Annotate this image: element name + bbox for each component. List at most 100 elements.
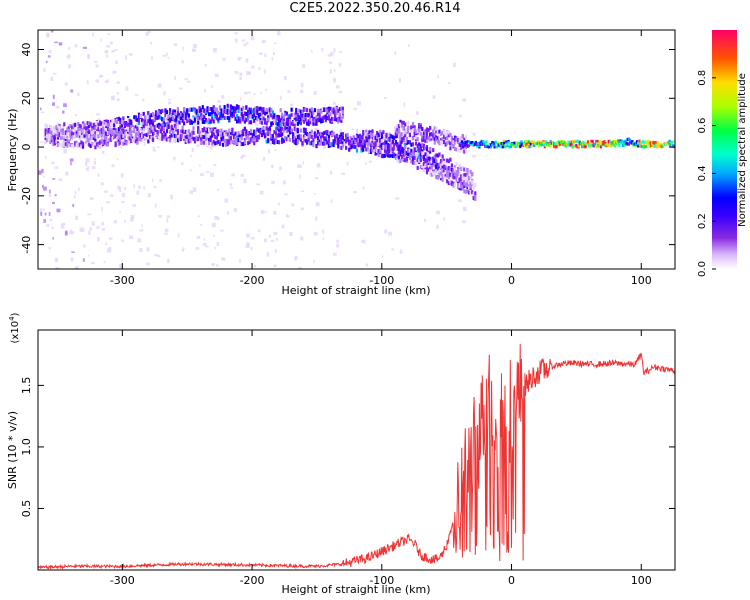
spectrogram-ridge-cell bbox=[329, 142, 332, 147]
spectrogram-ridge-cell bbox=[669, 144, 672, 148]
spectrogram-ridge-cell bbox=[176, 127, 179, 132]
spectrogram-ridge-cell bbox=[446, 170, 449, 175]
spectrogram-ridge-cell bbox=[429, 126, 432, 130]
spectrogram-ridge-cell bbox=[123, 129, 127, 134]
spectrogram-ridge-cell bbox=[284, 135, 287, 140]
spectrogram-ridge-cell bbox=[136, 117, 139, 122]
spectrogram-noise-cell bbox=[58, 42, 63, 46]
spectrogram-noise-cell bbox=[251, 237, 255, 240]
spectrogram-noise-cell bbox=[245, 42, 249, 45]
spectrogram-noise-cell bbox=[190, 155, 192, 158]
spectrogram-ridge-cell bbox=[405, 139, 408, 144]
spectrogram-ridge-cell bbox=[44, 137, 47, 142]
spectrogram-ridge-cell bbox=[449, 166, 452, 171]
spectrogram-ridge-cell bbox=[156, 111, 159, 116]
spectrogram-noise-cell bbox=[50, 76, 54, 81]
spectrogram-ridge-cell bbox=[52, 142, 55, 147]
spectrogram-noise-cell bbox=[52, 178, 56, 180]
spectrogram-noise-cell bbox=[264, 53, 267, 57]
spectrogram-ridge-cell bbox=[460, 145, 463, 150]
spectrogram-ridge-cell bbox=[369, 138, 373, 143]
spectrogram-noise-cell bbox=[116, 81, 120, 84]
spectrogram-ridge-cell bbox=[242, 129, 245, 134]
spectrogram-ridge-cell bbox=[74, 133, 77, 138]
spectrogram-ridge-cell bbox=[374, 143, 377, 148]
spectrogram-ridge-cell bbox=[67, 138, 70, 143]
spectrogram-ridge-cell bbox=[486, 145, 489, 149]
chart-title: C2E5.2022.350.20.46.R14 bbox=[289, 1, 461, 16]
spectrogram-ridge-cell bbox=[231, 129, 234, 134]
snr-frame bbox=[37, 329, 676, 571]
spectrogram-ridge-cell bbox=[513, 141, 516, 145]
colorbar-tick-label: 0.2 bbox=[697, 213, 708, 229]
spectrogram-ridge-cell bbox=[223, 132, 226, 137]
spectrogram-ridge-cell bbox=[449, 179, 452, 184]
spectrogram-ridge-cell bbox=[419, 143, 422, 148]
spectrogram-ridge-cell bbox=[253, 132, 256, 137]
spectrogram-ridge-cell bbox=[204, 118, 207, 122]
spectrogram-ridge-cell bbox=[441, 164, 444, 169]
spectrogram-ridge-cell bbox=[139, 127, 142, 132]
spectrogram-ridge-cell bbox=[130, 121, 133, 125]
spectrogram-ridge-cell bbox=[212, 132, 215, 136]
spectrogram-ridge-cell bbox=[285, 117, 288, 122]
spectrogram-noise-cell bbox=[240, 156, 244, 159]
spectrogram-ridge-cell bbox=[226, 110, 229, 115]
spectrogram-ridge-cell bbox=[245, 112, 248, 116]
spectrogram-ridge-cell bbox=[159, 136, 162, 141]
spectrogram-ridge-cell bbox=[447, 181, 450, 186]
spectrogram-noise-cell bbox=[119, 187, 122, 192]
spectrogram-ridge-cell bbox=[418, 128, 421, 133]
spectrogram-ridge-cell bbox=[183, 121, 186, 126]
spectrogram-noise-cell bbox=[268, 149, 271, 154]
spectrogram-ridge-cell bbox=[259, 120, 262, 125]
spectrogram-ridge-cell bbox=[173, 118, 176, 123]
spectrogram-ridge-cell bbox=[229, 135, 232, 140]
spectrogram-ridge-cell bbox=[222, 137, 225, 142]
spectrogram-ridge-cell bbox=[407, 140, 410, 145]
spectrogram-noise-cell bbox=[55, 105, 60, 109]
spectrogram-ridge-cell bbox=[240, 136, 243, 141]
spectrogram-noise-cell bbox=[472, 132, 476, 136]
spectrogram-ridge-cell bbox=[391, 135, 394, 140]
spectrogram-ridge-cell bbox=[387, 153, 390, 158]
spectrogram-ridge-cell bbox=[390, 153, 393, 158]
spectrogram-ridge-cell bbox=[581, 144, 584, 148]
spectrogram-ridge-cell bbox=[410, 142, 413, 147]
spectrogram-ridge-cell bbox=[455, 178, 458, 183]
spectrogram-ridge-cell bbox=[203, 109, 206, 113]
spectrogram-ridge-cell bbox=[229, 128, 232, 133]
spectrogram-ridge-cell bbox=[119, 130, 122, 135]
spectrogram-ridge-cell bbox=[416, 137, 419, 142]
spectrogram-noise-cell bbox=[209, 146, 213, 150]
spectrogram-noise-cell bbox=[136, 190, 140, 195]
spectrogram-ridge-cell bbox=[464, 189, 467, 194]
x-tick-label: 100 bbox=[631, 574, 652, 587]
spectrogram-ridge-cell bbox=[251, 114, 254, 119]
spectrogram-ridge-cell bbox=[248, 120, 251, 125]
spectrogram-ridge-cell bbox=[153, 124, 156, 129]
spectrogram-noise-cell bbox=[330, 199, 333, 203]
spectrogram-ridge-cell bbox=[293, 117, 296, 122]
spectrogram-ridge-cell bbox=[301, 109, 304, 114]
spectrogram-noise-cell bbox=[55, 257, 58, 261]
x-tick-label: -100 bbox=[369, 274, 394, 287]
spectrogram-noise-cell bbox=[70, 161, 72, 166]
spectrogram-ridge-cell bbox=[268, 108, 271, 113]
spectrogram-ridge-cell bbox=[256, 127, 259, 132]
spectrogram-ridge-cell bbox=[341, 141, 344, 146]
spectrogram-ridge-cell bbox=[461, 134, 464, 139]
spectrogram-ridge-cell bbox=[571, 140, 574, 144]
spectrogram-ridge-cell bbox=[479, 143, 482, 146]
spectrogram-ridge-cell bbox=[405, 128, 408, 133]
spectrogram-ridge-cell bbox=[173, 109, 176, 114]
spectrogram-ridge-cell bbox=[657, 141, 660, 145]
spectrogram-ridge-cell bbox=[441, 141, 444, 145]
spectrogram-ridge-cell bbox=[145, 125, 148, 130]
spectrogram-noise-cell bbox=[216, 216, 220, 220]
spectrogram-noise-cell bbox=[42, 208, 45, 211]
spectrogram-ridge-cell bbox=[665, 142, 668, 146]
spectrogram-noise-cell bbox=[167, 56, 170, 59]
spectrogram-ridge-cell bbox=[351, 144, 354, 149]
